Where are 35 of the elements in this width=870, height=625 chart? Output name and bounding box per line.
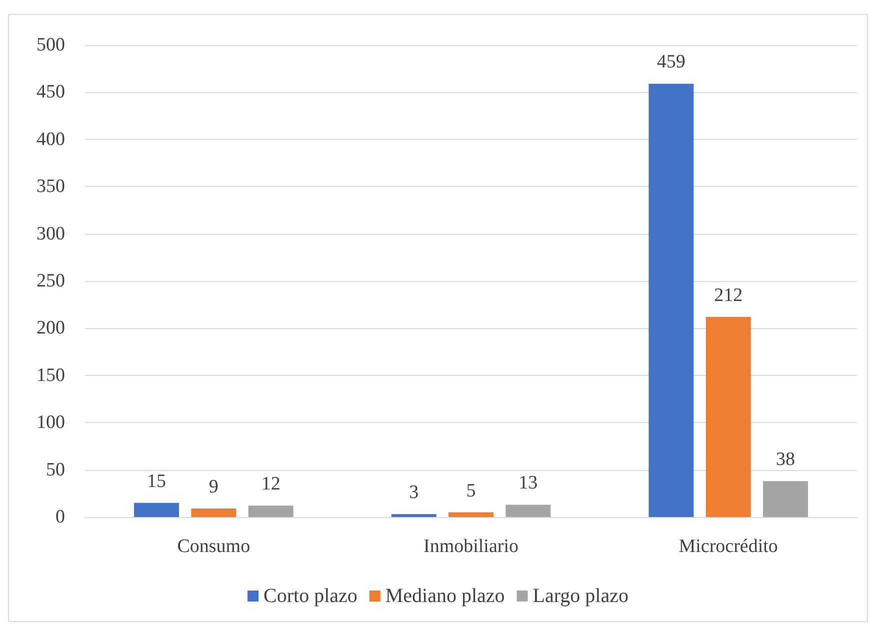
legend-label: Largo plazo	[532, 585, 628, 607]
y-tick-label: 300	[36, 223, 65, 244]
x-tick-label: Consumo	[177, 536, 250, 557]
y-tick-label: 250	[36, 270, 65, 292]
x-tick-label: Microcrédito	[678, 536, 778, 557]
y-tick-label: 0	[56, 506, 65, 528]
bar	[648, 84, 694, 517]
data-label: 12	[261, 474, 280, 495]
y-tick-label: 350	[36, 176, 65, 198]
x-tick-label: Inmobiliario	[424, 536, 518, 557]
legend-label: Mediano plazo	[385, 585, 505, 607]
bar	[134, 502, 180, 517]
y-tick-label: 50	[46, 459, 65, 480]
y-tick-label: 500	[36, 34, 65, 56]
bar	[448, 512, 494, 517]
data-label: 5	[466, 480, 476, 502]
data-label: 3	[409, 482, 419, 504]
bar	[391, 514, 436, 517]
bar	[248, 506, 294, 517]
y-tick-label: 200	[36, 318, 65, 339]
y-tick-label: 150	[36, 364, 65, 386]
data-label: 15	[147, 470, 166, 492]
data-label: 9	[208, 476, 218, 498]
data-label: 13	[518, 472, 538, 494]
y-tick-label: 400	[36, 128, 65, 150]
bar	[762, 481, 808, 517]
data-label: 459	[656, 52, 686, 73]
legend-label: Corto plazo	[264, 585, 358, 607]
bar	[191, 508, 236, 517]
bar	[506, 504, 551, 517]
y-tick-label: 450	[36, 82, 65, 103]
data-label: 212	[714, 284, 743, 306]
bar	[706, 316, 751, 517]
data-label: 38	[776, 449, 795, 470]
y-tick-label: 100	[36, 412, 65, 434]
